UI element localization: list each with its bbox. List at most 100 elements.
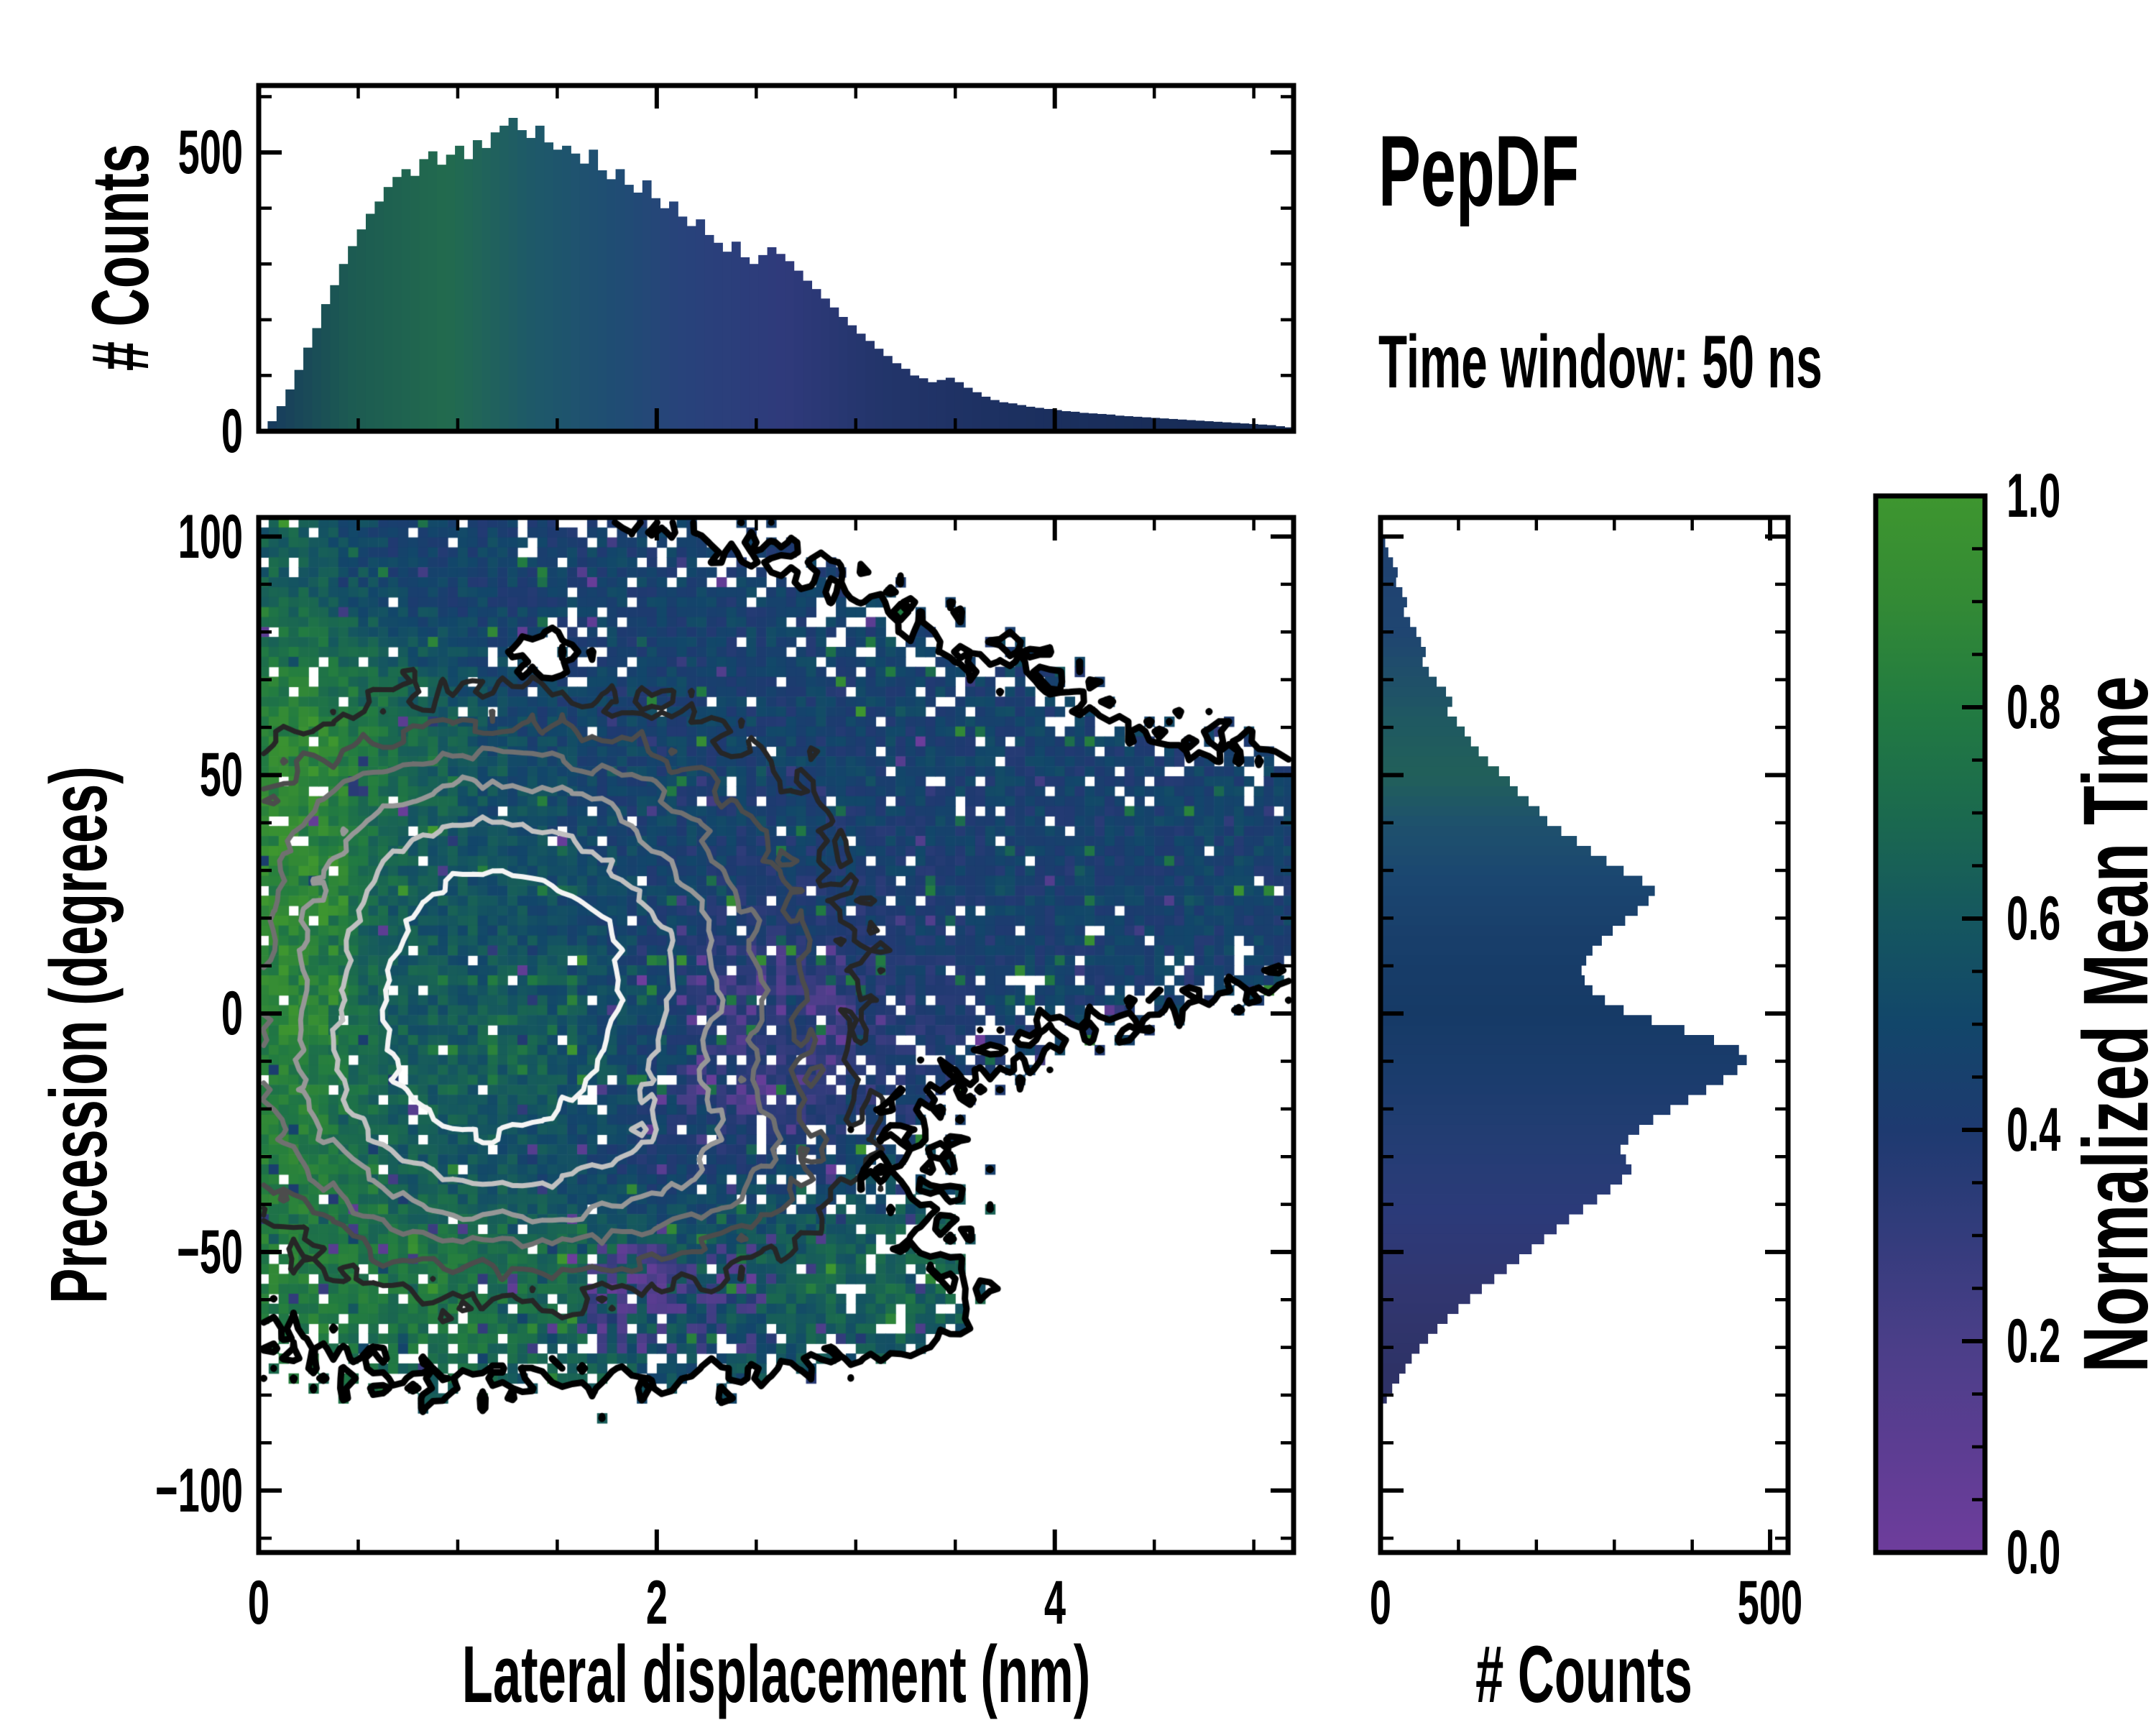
top-hist-bar [910,375,920,431]
right-histogram-bars [1381,537,1747,1414]
top-hist-bar [954,382,964,431]
right-hist-bar [1381,945,1593,956]
top-hist-bar [999,402,1009,431]
top-hist-bar [865,341,875,431]
right-hist-bar [1381,1264,1507,1274]
right-hist-bar [1381,1373,1400,1384]
top-hist-bar [963,387,973,431]
top-hist-bar [874,349,884,431]
right-hist-x-tick-label: 0 [1369,1568,1392,1637]
right-hist-bar [1381,1323,1438,1334]
right-hist-bar [1381,836,1577,847]
top-hist-bar [303,347,313,431]
top-hist-bar [793,270,803,431]
right-hist-bar [1381,1154,1626,1165]
top-hist-bar [928,382,937,431]
top-hist-bar [472,140,482,431]
top-hist-bar [446,155,456,431]
top-hist-bar [1159,418,1169,431]
top-hist-bar [374,201,384,431]
top-histogram-bars [259,118,1294,432]
top-hist-bar [1061,411,1072,431]
top-hist-bar [526,137,536,431]
main-x-tick-label: 4 [1044,1568,1066,1637]
right-hist-bar [1381,726,1465,737]
main-y-tick-label: 50 [199,740,243,810]
right-hist-bar [1381,1174,1623,1185]
top-hist-bar [1195,420,1205,431]
right-hist-bar [1381,627,1416,638]
top-hist-bar [731,242,741,431]
right-hist-bar [1381,1044,1739,1056]
colorbar-tick-label: 0.0 [2007,1518,2061,1587]
colorbar-ticks [1962,494,1985,1555]
top-hist-bar [829,307,839,431]
top-hist-bar [356,229,367,431]
main-x-tick-label: 0 [247,1568,270,1637]
main-xlabel: Lateral displacement (nm) [461,1629,1091,1719]
right-hist-bar [1381,865,1624,876]
right-hist-bar [1381,597,1407,608]
main-y-tick-label: 0 [221,979,243,1049]
right-hist-bar [1381,1383,1393,1394]
top-hist-bar [1151,418,1161,431]
top-hist-bar [918,378,929,431]
top-hist-bar [1231,423,1240,431]
right-hist-bar [1381,855,1607,867]
top-hist-bar [660,208,670,431]
main-x-tick-label: 2 [645,1568,668,1637]
top-hist-bar [883,356,893,431]
top-hist-bar [508,118,518,431]
top-hist-bar [1222,422,1232,431]
top-hist-bar [607,179,616,431]
right-hist-bar [1381,676,1437,687]
right-hist-bar [1381,786,1518,797]
right-hist-bar [1381,1393,1387,1404]
top-hist-bar [856,334,866,431]
plot-title: PepDF [1378,114,1580,227]
right-hist-bar [1381,1254,1519,1264]
right-hist-bar [1381,1064,1738,1075]
top-hist-bar [499,125,509,432]
top-hist-bar [392,177,402,432]
top-hist-bar [1248,423,1258,431]
colorbar-tick-label: 1.0 [2007,461,2061,530]
top-hist-bar [1097,413,1107,431]
top-hist-bar [428,151,438,432]
top-hist-bar [615,169,625,431]
right-hist-bar [1381,806,1540,816]
top-hist-bar [776,254,786,431]
right-hist-bar [1381,586,1403,598]
top-hist-bar [365,213,375,431]
right-hist-bar [1381,1343,1420,1354]
top-hist-bar [419,159,429,431]
right-hist-bar [1381,1124,1639,1135]
right-hist-bar [1381,1035,1715,1046]
right-hist-bar [1381,1025,1685,1036]
right-hist-bar [1381,756,1488,767]
top-hist-bar [633,192,643,431]
top-hist-bar [1052,410,1062,431]
top-hist-bar [767,247,777,431]
top-hist-bar [276,406,286,431]
top-hist-bar [294,369,304,431]
right-hist-bar [1381,1015,1652,1026]
right-hist-xlabel: # Counts [1475,1629,1692,1719]
top-hist-bar [803,280,813,431]
top-hist-bar [678,216,688,431]
top-hist-bar [686,226,696,431]
main-y-tick-label: −50 [177,1217,243,1287]
axes-spine [256,83,1296,434]
main-y-tick-label: 100 [178,502,243,571]
top-hist-bar [562,145,571,432]
top-hist-bar [312,328,322,431]
top-hist-bar [401,169,411,431]
right-hist-bar [1381,796,1529,806]
right-hist-bar [1381,826,1562,837]
right-hist-bar [1381,656,1423,668]
top-hist-bar [1187,420,1196,431]
right-hist-bar [1381,1144,1621,1155]
colorbar-tick-label: 0.4 [2007,1095,2061,1164]
top-hist-bar [464,159,474,431]
right-hist-bar [1381,1363,1406,1374]
